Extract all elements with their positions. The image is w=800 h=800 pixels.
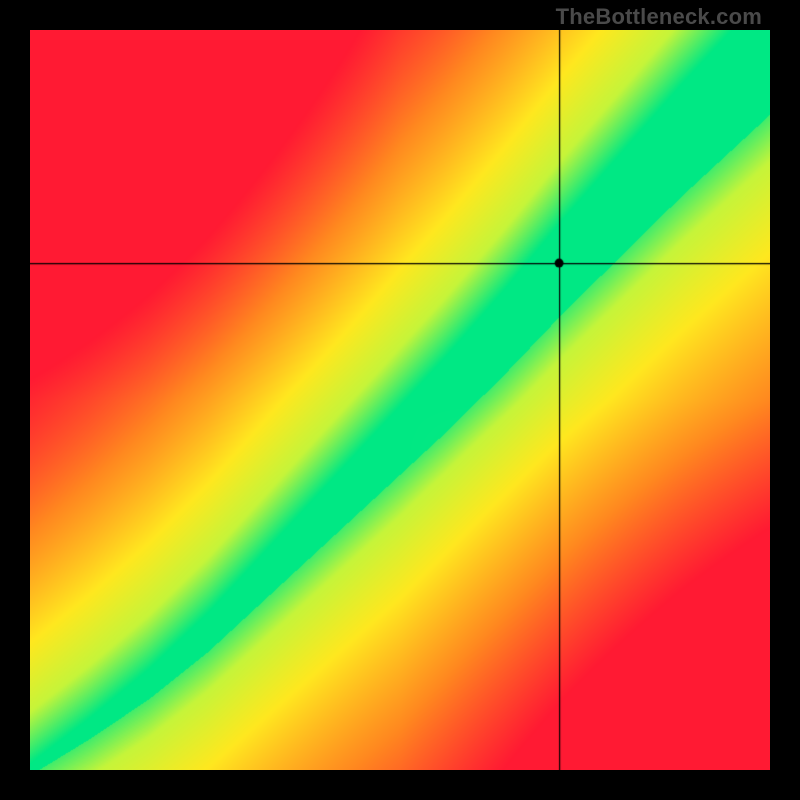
watermark-text: TheBottleneck.com xyxy=(556,4,762,30)
bottleneck-heatmap xyxy=(30,30,770,770)
chart-container: { "watermark": { "text": "TheBottleneck.… xyxy=(0,0,800,800)
